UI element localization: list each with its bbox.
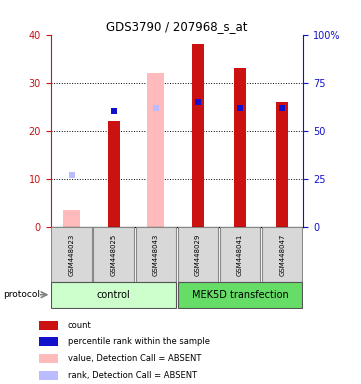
Text: GSM448029: GSM448029 (195, 233, 201, 276)
Text: percentile rank within the sample: percentile rank within the sample (68, 337, 210, 346)
Bar (39, 337, 58, 346)
Text: protocol: protocol (4, 290, 40, 300)
Text: GSM448047: GSM448047 (279, 233, 285, 276)
Text: MEK5D transfection: MEK5D transfection (192, 290, 288, 300)
Text: GSM448043: GSM448043 (153, 233, 159, 276)
Bar (147, 73, 164, 227)
Text: GSM448023: GSM448023 (69, 233, 75, 276)
Text: value, Detection Call = ABSENT: value, Detection Call = ABSENT (68, 354, 201, 363)
Bar (39, 371, 58, 380)
Text: GSM448025: GSM448025 (111, 233, 117, 276)
FancyBboxPatch shape (51, 227, 92, 282)
Bar (108, 121, 119, 227)
FancyBboxPatch shape (220, 227, 260, 282)
Bar (63, 210, 80, 227)
Bar (234, 68, 246, 227)
Text: rank, Detection Call = ABSENT: rank, Detection Call = ABSENT (68, 371, 197, 380)
Text: count: count (68, 321, 92, 330)
Bar (276, 102, 288, 227)
Bar (192, 44, 204, 227)
Text: GSM448041: GSM448041 (237, 233, 243, 276)
FancyBboxPatch shape (262, 227, 303, 282)
Text: control: control (97, 290, 131, 300)
FancyBboxPatch shape (93, 227, 134, 282)
FancyBboxPatch shape (51, 282, 176, 308)
FancyBboxPatch shape (178, 282, 303, 308)
FancyBboxPatch shape (178, 227, 218, 282)
Bar (39, 321, 58, 330)
Title: GDS3790 / 207968_s_at: GDS3790 / 207968_s_at (106, 20, 248, 33)
FancyBboxPatch shape (136, 227, 176, 282)
Bar (39, 354, 58, 362)
